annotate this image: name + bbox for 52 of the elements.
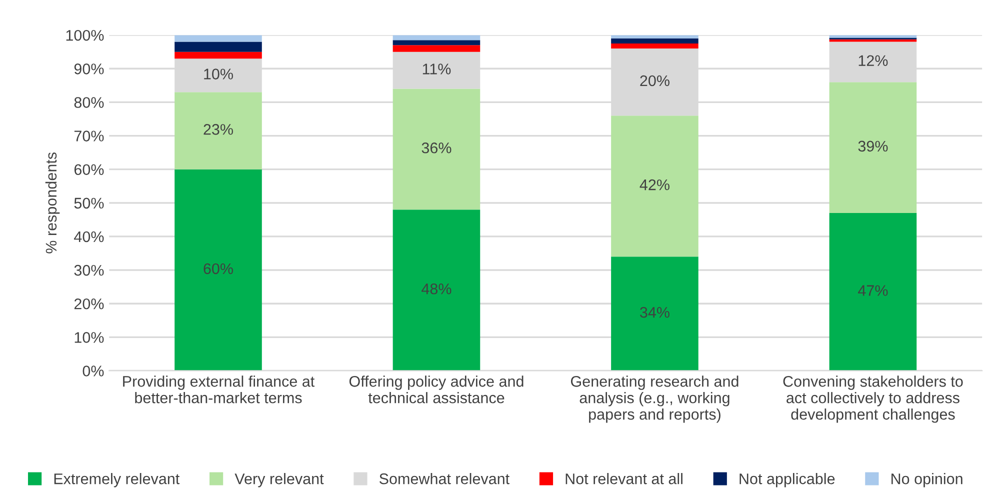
data-label: 42% xyxy=(640,179,670,190)
y-tick-label: 50% xyxy=(74,198,104,209)
data-label: 23% xyxy=(204,124,233,135)
data-label: 36% xyxy=(422,142,452,154)
bar xyxy=(611,38,698,44)
y-tick-label: 20% xyxy=(74,298,104,310)
legend-label: Somewhat relevant xyxy=(379,473,510,484)
bar xyxy=(829,39,917,42)
y-tick-label: 90% xyxy=(74,64,104,74)
y-tick-label: 60% xyxy=(74,164,104,176)
bar xyxy=(174,52,262,59)
data-label: 47% xyxy=(858,285,888,296)
data-label: 39% xyxy=(858,140,888,152)
bar xyxy=(174,42,262,52)
data-label: 20% xyxy=(640,75,670,86)
bar xyxy=(829,82,917,213)
y-axis-title: % respondents xyxy=(45,152,60,254)
legend-label: No opinion xyxy=(892,473,962,488)
bar xyxy=(611,43,698,48)
bar xyxy=(829,212,917,371)
y-tick-label: 30% xyxy=(74,264,104,276)
data-label: 10% xyxy=(204,68,233,80)
bar xyxy=(174,169,262,371)
data-label: 12% xyxy=(858,55,888,66)
bar xyxy=(392,210,480,371)
y-tick-label: 80% xyxy=(74,97,104,108)
bar xyxy=(829,35,917,38)
bar xyxy=(611,116,698,257)
y-tick-label: 40% xyxy=(74,231,104,242)
y-tick-label: 100% xyxy=(66,30,104,41)
data-label: 34% xyxy=(640,306,670,318)
data-label: 11% xyxy=(422,64,451,74)
bar xyxy=(392,45,480,52)
x-tick-label: Convening stakeholders to act collectively to address development challenges xyxy=(783,376,963,423)
legend-label: Not applicable xyxy=(740,473,835,488)
y-tick-label: 70% xyxy=(74,130,104,142)
x-tick-label: Offering policy advice and technical assistance xyxy=(349,376,524,404)
bar xyxy=(392,88,480,210)
legend-label: Extremely relevant xyxy=(54,473,180,488)
y-tick-label: 10% xyxy=(74,332,104,343)
legend-label: Very relevant xyxy=(234,473,324,488)
bar xyxy=(174,35,262,42)
legend-label: Not relevant at all xyxy=(566,473,682,484)
x-tick-label: Providing external finance at better-than-market terms xyxy=(123,376,315,404)
data-label: 60% xyxy=(204,263,233,274)
bar xyxy=(611,256,698,371)
data-label: 48% xyxy=(422,283,452,294)
y-tick-label: 0% xyxy=(82,366,104,376)
bar xyxy=(392,40,480,46)
bar xyxy=(611,35,698,38)
x-tick-label: Generating research and analysis (e.g., working papers and reports) xyxy=(570,376,738,423)
bar xyxy=(174,92,262,170)
